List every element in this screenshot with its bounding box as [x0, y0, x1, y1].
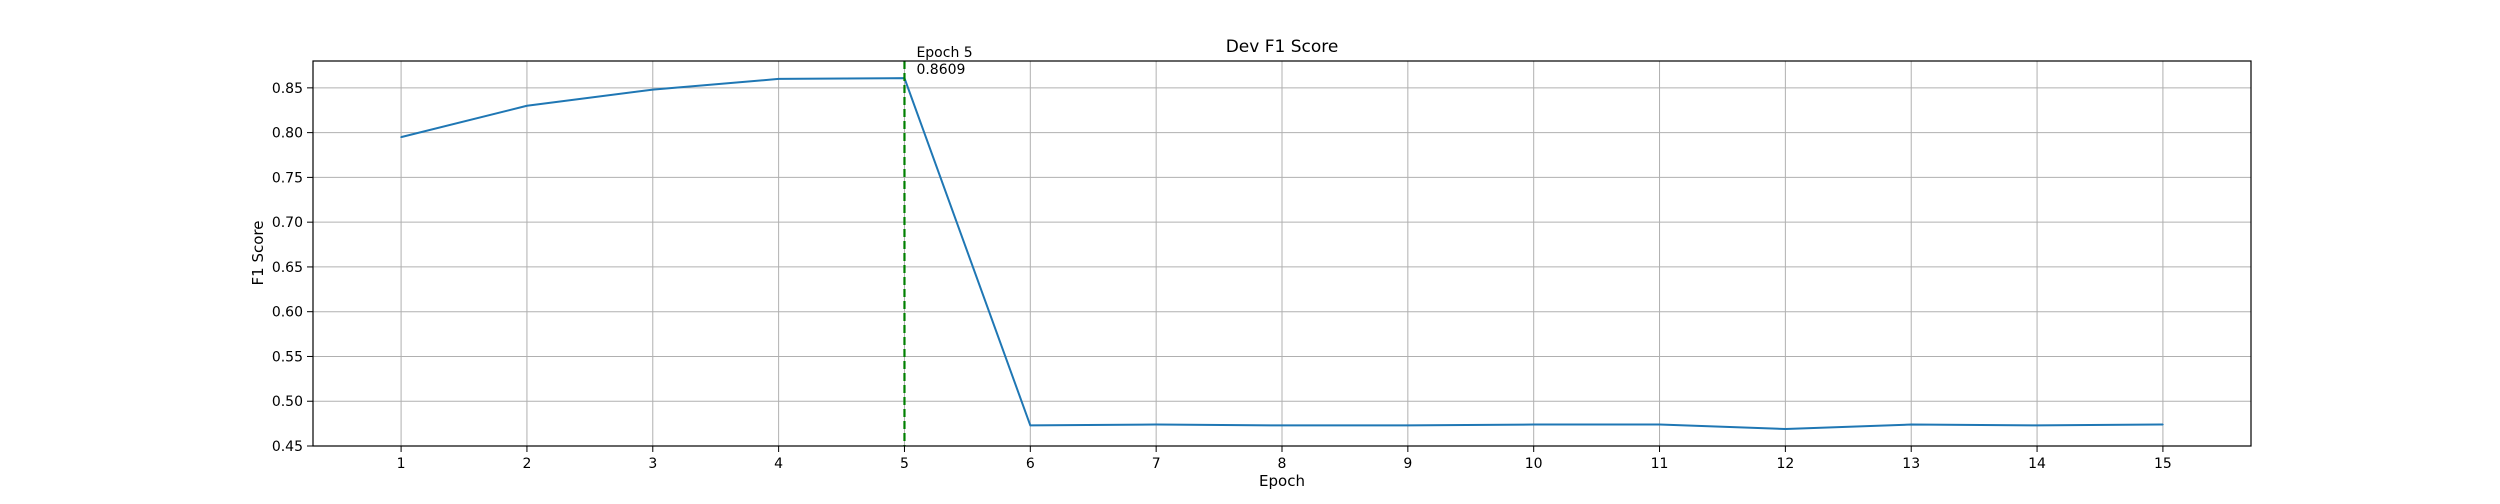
- y-tick-label: 0.75: [272, 170, 303, 186]
- tick-layer: 1 2 3 4 5 6 7 8 9 10 11 12 13 14 150.450.500.550.600.6…: [272, 81, 2172, 472]
- y-tick-label: 0.70: [272, 215, 303, 231]
- x-tick-label: 14: [2028, 456, 2046, 472]
- data-point: [1658, 423, 1661, 426]
- chart-title: Dev F1 Score: [1226, 37, 1339, 57]
- data-point: [400, 136, 402, 138]
- x-tick-label: 8: [1278, 456, 1287, 472]
- annotation-value: 0.8609: [916, 62, 965, 78]
- y-tick-label: 0.60: [272, 305, 303, 321]
- y-tick-label: 0.45: [272, 439, 303, 455]
- data-point: [1910, 423, 1913, 426]
- data-point: [526, 104, 528, 107]
- x-tick-label: 10: [1525, 456, 1543, 472]
- y-axis-label: F1 Score: [249, 221, 267, 286]
- x-tick-label: 15: [2154, 456, 2172, 472]
- data-point: [651, 88, 654, 91]
- y-tick-label: 0.50: [272, 394, 303, 410]
- x-tick-label: 12: [1776, 456, 1794, 472]
- x-tick-label: 1: [397, 456, 406, 472]
- x-axis-label: Epoch: [1259, 472, 1305, 490]
- y-tick-label: 0.80: [272, 126, 303, 142]
- data-point: [1029, 424, 1032, 427]
- series-layer: [400, 77, 2164, 430]
- data-point: [2162, 423, 2164, 426]
- data-point: [1532, 423, 1535, 426]
- y-tick-label: 0.65: [272, 260, 303, 276]
- data-point: [2036, 424, 2038, 427]
- x-tick-label: 6: [1026, 456, 1035, 472]
- x-tick-label: 11: [1651, 456, 1669, 472]
- data-point: [1784, 428, 1787, 430]
- data-point: [777, 78, 780, 80]
- x-tick-label: 3: [648, 456, 657, 472]
- annotation-epoch: Epoch 5: [916, 45, 972, 61]
- data-point: [1407, 424, 1409, 427]
- x-tick-label: 13: [1902, 456, 1920, 472]
- y-tick-label: 0.55: [272, 349, 303, 365]
- x-tick-label: 5: [900, 456, 909, 472]
- x-tick-label: 7: [1152, 456, 1161, 472]
- x-tick-label: 9: [1403, 456, 1412, 472]
- data-point: [1155, 423, 1157, 426]
- x-tick-label: 4: [774, 456, 783, 472]
- x-tick-label: 2: [522, 456, 531, 472]
- y-tick-label: 0.85: [272, 81, 303, 97]
- data-point: [1281, 424, 1283, 427]
